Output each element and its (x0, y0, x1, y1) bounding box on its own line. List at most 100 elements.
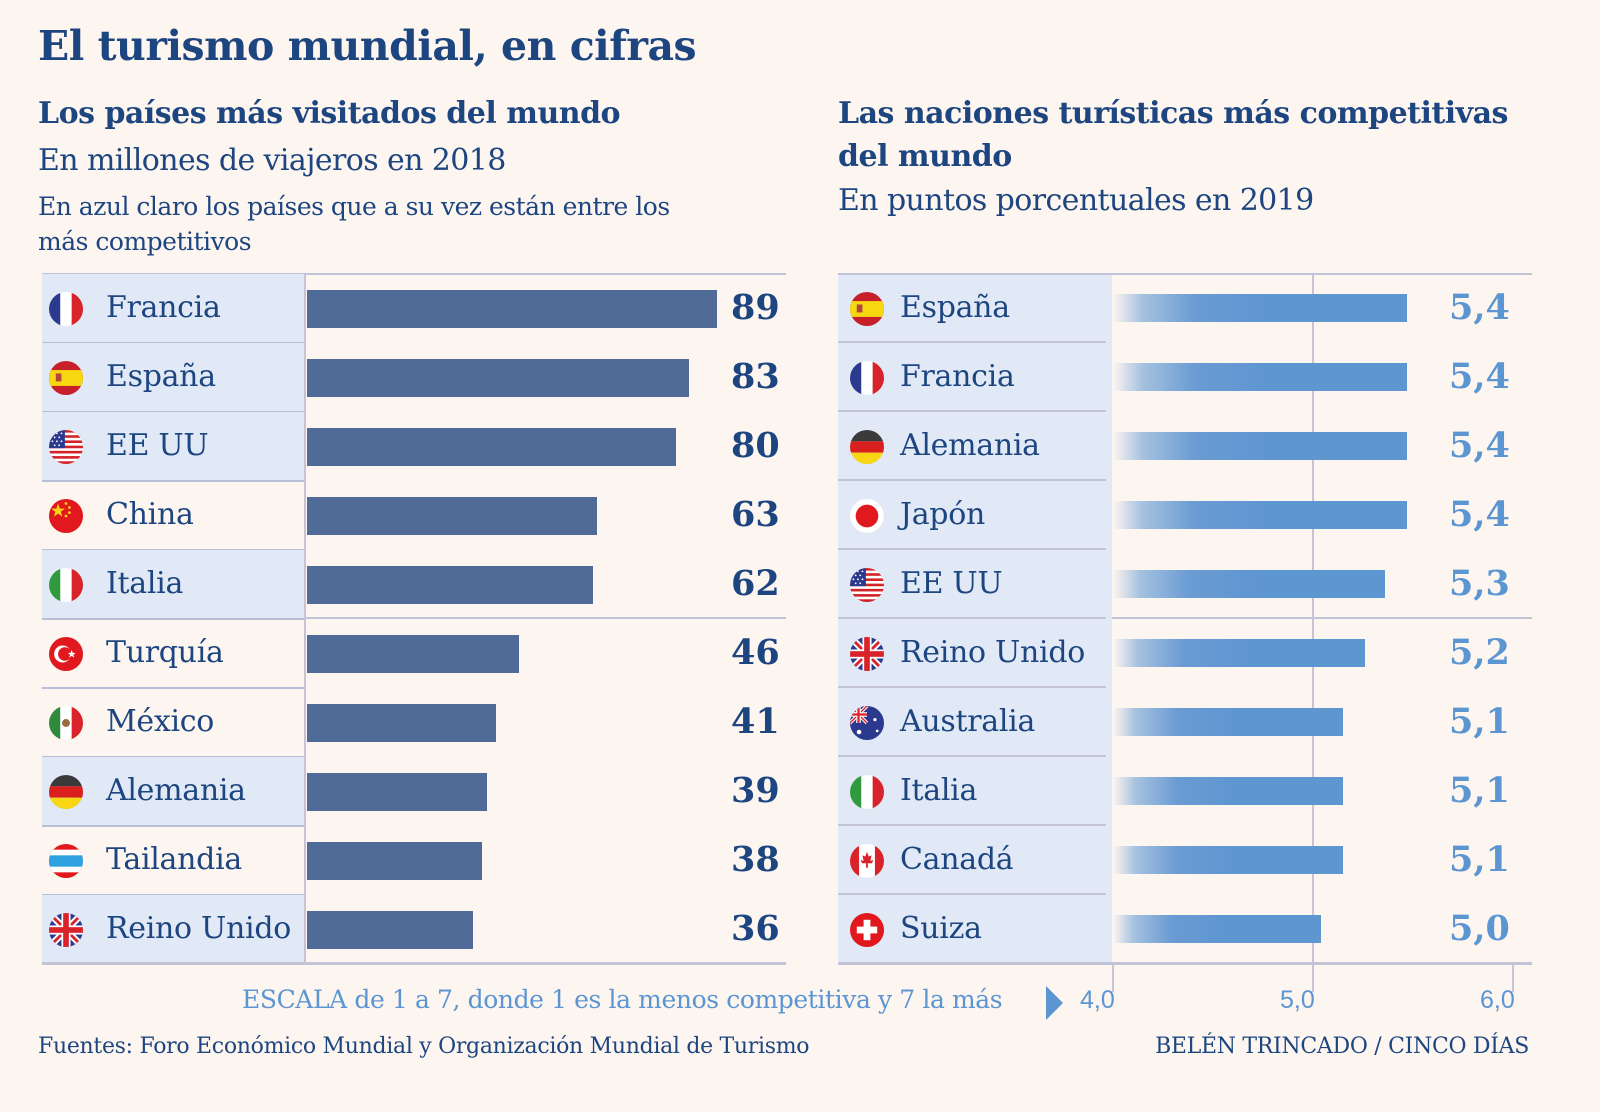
france-flag-icon (49, 292, 83, 326)
visitors-value-label: 80 (731, 425, 780, 466)
germany-flag-icon (49, 775, 83, 809)
country-label: Francia (106, 290, 221, 325)
competitiveness-bar (1113, 708, 1343, 736)
visitors-bar-chart: Francia 89 España 83 EE UU 80 China 63 Italia 62 T… (0, 0, 800, 1000)
visitors-bar (307, 773, 487, 811)
row-divider (838, 686, 1106, 688)
right-chart-row: Reino Unido 5,2 (0, 619, 1600, 688)
australia-flag-icon (850, 706, 884, 740)
country-label: Reino Unido (106, 911, 292, 946)
country-label: Alemania (106, 773, 246, 808)
spain-flag-icon (49, 361, 83, 395)
country-label: Italia (106, 566, 184, 601)
right-chart-row: España 5,4 (0, 274, 1600, 343)
usa-flag-icon (850, 568, 884, 602)
competitiveness-bar (1113, 294, 1407, 322)
country-label: EE UU (106, 428, 209, 463)
right-chart-row: Japón 5,4 (0, 481, 1600, 550)
uk-flag-icon (850, 637, 884, 671)
right-chart-top-rule (838, 273, 1532, 275)
china-flag-icon (49, 499, 83, 533)
right-chart-row: Italia 5,1 (0, 757, 1600, 826)
competitiveness-bar (1113, 915, 1321, 943)
spain-flag-icon (850, 292, 884, 326)
country-label: Suiza (900, 911, 982, 946)
competitiveness-value-label: 5,3 (1449, 563, 1510, 604)
italy-flag-icon (49, 568, 83, 602)
visitors-value-label: 38 (731, 839, 780, 880)
country-label: España (106, 359, 216, 394)
left-chart-row: Francia 89 (0, 274, 800, 344)
x-axis-tick (1112, 964, 1114, 992)
country-label: Japón (900, 497, 985, 532)
row-divider (838, 410, 1106, 412)
right-chart-row: Alemania 5,4 (0, 412, 1600, 481)
left-chart-subtitle: En millones de viajeros en 2018 (38, 143, 506, 178)
country-label: España (900, 290, 1010, 325)
left-chart-note-line1: En azul claro los países que a su vez es… (38, 192, 670, 221)
visitors-value-label: 83 (731, 356, 780, 397)
visitors-value-label: 62 (731, 563, 780, 604)
country-label: Francia (900, 359, 1015, 394)
row-divider (838, 341, 1106, 343)
country-label-cell (42, 412, 305, 482)
competitiveness-value-label: 5,1 (1449, 770, 1510, 811)
visitors-bar (307, 704, 496, 742)
left-chart-note-line2: más competitivos (38, 227, 252, 256)
country-label: Alemania (900, 428, 1040, 463)
row-divider (838, 617, 1106, 619)
country-label: China (106, 497, 194, 532)
germany-flag-icon (850, 430, 884, 464)
left-chart-axis-line (304, 274, 306, 964)
row-divider (838, 548, 1106, 550)
competitiveness-bar (1113, 777, 1343, 805)
visitors-bar (307, 911, 473, 949)
right-chart-x-axis (838, 962, 1532, 965)
visitors-bar (307, 566, 593, 604)
country-label-cell (42, 274, 305, 344)
usa-flag-icon (49, 430, 83, 464)
row-divider (838, 479, 1106, 481)
competitiveness-value-label: 5,1 (1449, 839, 1510, 880)
gridline-5 (1312, 274, 1314, 964)
competitiveness-bar (1113, 639, 1365, 667)
visitors-bar (307, 290, 717, 328)
country-label: Australia (900, 704, 1036, 739)
left-chart-row: China 63 (0, 481, 800, 551)
x-axis-tick-label: 6,0 (1480, 986, 1515, 1014)
visitors-value-label: 46 (731, 632, 780, 673)
japan-flag-icon (850, 499, 884, 533)
mexico-flag-icon (49, 706, 83, 740)
country-label-cell (42, 757, 305, 827)
switzerland-flag-icon (850, 913, 884, 947)
country-label: Italia (900, 773, 978, 808)
left-chart-row: Reino Unido 36 (0, 895, 800, 965)
label-column-background (838, 274, 1112, 964)
x-axis-tick (1512, 964, 1514, 992)
france-flag-icon (850, 361, 884, 395)
right-chart-row: EE UU 5,3 (0, 550, 1600, 619)
row-divider (838, 755, 1106, 757)
country-label: México (106, 704, 215, 739)
visitors-value-label: 36 (731, 908, 780, 949)
competitiveness-value-label: 5,4 (1449, 425, 1510, 466)
country-label: EE UU (900, 566, 1003, 601)
x-axis-tick-label: 5,0 (1280, 986, 1315, 1014)
visitors-value-label: 39 (731, 770, 780, 811)
left-chart-group-separator (305, 617, 786, 619)
left-chart-row: EE UU 80 (0, 412, 800, 482)
left-chart-row: Turquía 46 (0, 619, 800, 689)
competitiveness-value-label: 5,1 (1449, 701, 1510, 742)
turkey-flag-icon (49, 637, 83, 671)
right-chart-row: Suiza 5,0 (0, 895, 1600, 964)
competitiveness-bar (1113, 846, 1343, 874)
right-chart-row: Australia 5,1 (0, 688, 1600, 757)
country-label: Turquía (106, 635, 224, 670)
x-axis-tick-label: 4,0 (1080, 986, 1115, 1014)
scale-note: ESCALA de 1 a 7, donde 1 es la menos com… (242, 985, 1003, 1014)
italy-flag-icon (850, 775, 884, 809)
competitiveness-bar (1113, 501, 1407, 529)
right-chart-row: Canadá 5,1 (0, 826, 1600, 895)
visitors-value-label: 63 (731, 494, 780, 535)
left-chart-row: Alemania 39 (0, 757, 800, 827)
